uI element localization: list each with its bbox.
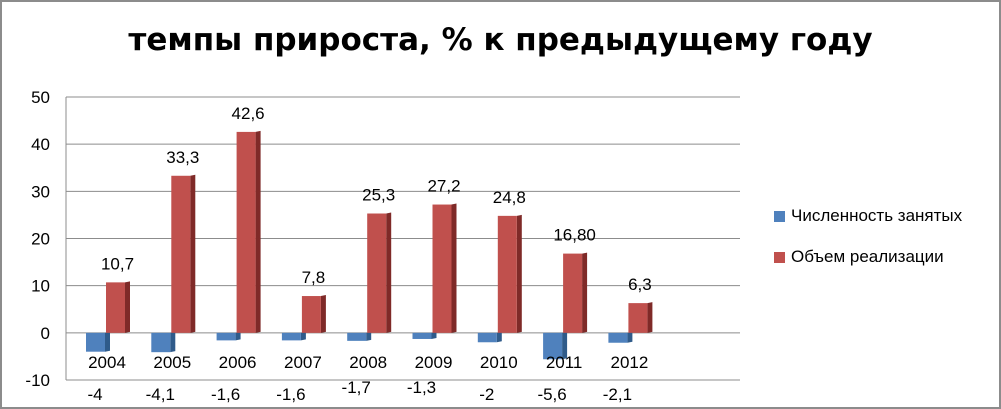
x-tick-label: 2004 [88, 353, 126, 372]
bar-sales [563, 252, 588, 333]
y-tick-label: 20 [31, 230, 50, 249]
bar-employment-side [431, 331, 437, 339]
bar-sales [367, 212, 392, 333]
data-label-sales: 7,8 [302, 268, 326, 287]
bar-employment-side [170, 331, 176, 353]
bar-sales-face [367, 213, 387, 333]
bar-sales-side [451, 203, 457, 333]
bar-sales-face [563, 253, 583, 333]
x-tick-label: 2005 [153, 353, 191, 372]
data-label-sales: 27,2 [427, 177, 460, 196]
bar-sales [432, 203, 457, 333]
bar-sales [301, 295, 326, 333]
bar-employment-side [627, 331, 633, 343]
data-label-employment: -2,1 [603, 385, 632, 404]
data-label-sales: 33,3 [166, 148, 199, 167]
bar-sales [106, 281, 130, 333]
data-label-employment: -4 [87, 385, 102, 404]
bar-employment-face [281, 332, 301, 341]
bar-sales-side [190, 174, 196, 333]
bar-sales [236, 130, 261, 333]
bar-sales-side [516, 214, 522, 333]
bar-sales-face [301, 296, 321, 333]
bar-employment [151, 331, 176, 353]
bar-employment-side [562, 331, 568, 360]
y-tick-label: -10 [25, 371, 50, 390]
x-tick-label: 2012 [610, 353, 648, 372]
data-label-employment: -1,6 [276, 385, 305, 404]
bar-employment-face [86, 332, 105, 352]
y-tick-label: 30 [31, 182, 50, 201]
data-label-sales: 16,80 [553, 226, 596, 245]
bar-employment [281, 331, 306, 341]
bar-sales-side [320, 295, 326, 333]
data-label-sales: 6,3 [628, 275, 652, 294]
data-label-employment: -4,1 [146, 385, 175, 404]
legend-swatch-employment [774, 210, 785, 222]
y-tick-label: 40 [31, 135, 50, 154]
data-label-employment: -1,3 [407, 378, 436, 397]
bar-employment-side [105, 331, 110, 352]
bar-employment-face [543, 332, 563, 360]
data-label-employment: -1,6 [211, 385, 240, 404]
bar-employment-face [477, 332, 497, 343]
bar-sales-face [432, 204, 452, 333]
bar-sales [497, 214, 522, 333]
bar-employment-side [300, 331, 306, 341]
bar-sales [628, 302, 653, 333]
y-tick-label: 10 [31, 277, 50, 296]
bar-employment-side [366, 331, 372, 341]
data-label-employment: -5,6 [537, 385, 566, 404]
data-label-sales: 25,3 [362, 186, 395, 205]
bar-sales-side [386, 212, 392, 333]
data-label-sales: 10,7 [101, 254, 134, 273]
bar-employment [543, 331, 568, 360]
bar-sales-side [255, 130, 261, 333]
legend-item-sales: Объем реализации [774, 247, 944, 267]
bar-employment [347, 331, 372, 341]
bar-employment-face [216, 332, 236, 341]
bar-sales [171, 174, 196, 333]
data-label-employment: -1,7 [342, 378, 371, 397]
bar-employment-face [608, 332, 628, 343]
bar-employment [216, 331, 241, 341]
x-tick-label: 2011 [546, 353, 583, 372]
bar-employment-side [496, 331, 502, 343]
x-tick-label: 2008 [349, 353, 387, 372]
bar-employment-face [412, 332, 432, 339]
bar-employment [86, 331, 110, 352]
bar-employment [477, 331, 502, 343]
legend-swatch-sales [774, 251, 785, 263]
bar-employment [608, 331, 633, 343]
chart-title: темпы прироста, % к предыдущему году [128, 22, 873, 58]
bar-employment-face [151, 332, 171, 353]
legend-label-sales: Объем реализации [791, 247, 944, 266]
y-tick-label: 50 [31, 88, 50, 107]
x-tick-label: 2007 [284, 353, 322, 372]
x-tick-label: 2009 [415, 353, 453, 372]
bar-employment-side [235, 331, 241, 341]
data-label-employment: -2 [479, 385, 494, 404]
x-tick-label: 2010 [480, 353, 518, 372]
data-label-sales: 42,6 [232, 104, 265, 123]
data-label-sales: 24,8 [493, 188, 526, 207]
x-tick-label: 2006 [219, 353, 257, 372]
legend-item-employment: Численность занятых [774, 206, 962, 226]
bar-sales-face [497, 215, 517, 333]
legend-label-employment: Численность занятых [791, 206, 963, 225]
bar-sales-side [647, 302, 653, 333]
bar-sales-face [236, 131, 256, 333]
bar-sales-side [125, 281, 130, 333]
bar-employment [412, 331, 437, 339]
bar-employment-face [347, 332, 367, 341]
y-tick-label: 0 [41, 324, 50, 343]
bar-sales-face [628, 303, 648, 333]
bar-sales-face [106, 282, 125, 333]
bar-sales-face [171, 175, 191, 333]
bar-sales-side [582, 252, 588, 333]
